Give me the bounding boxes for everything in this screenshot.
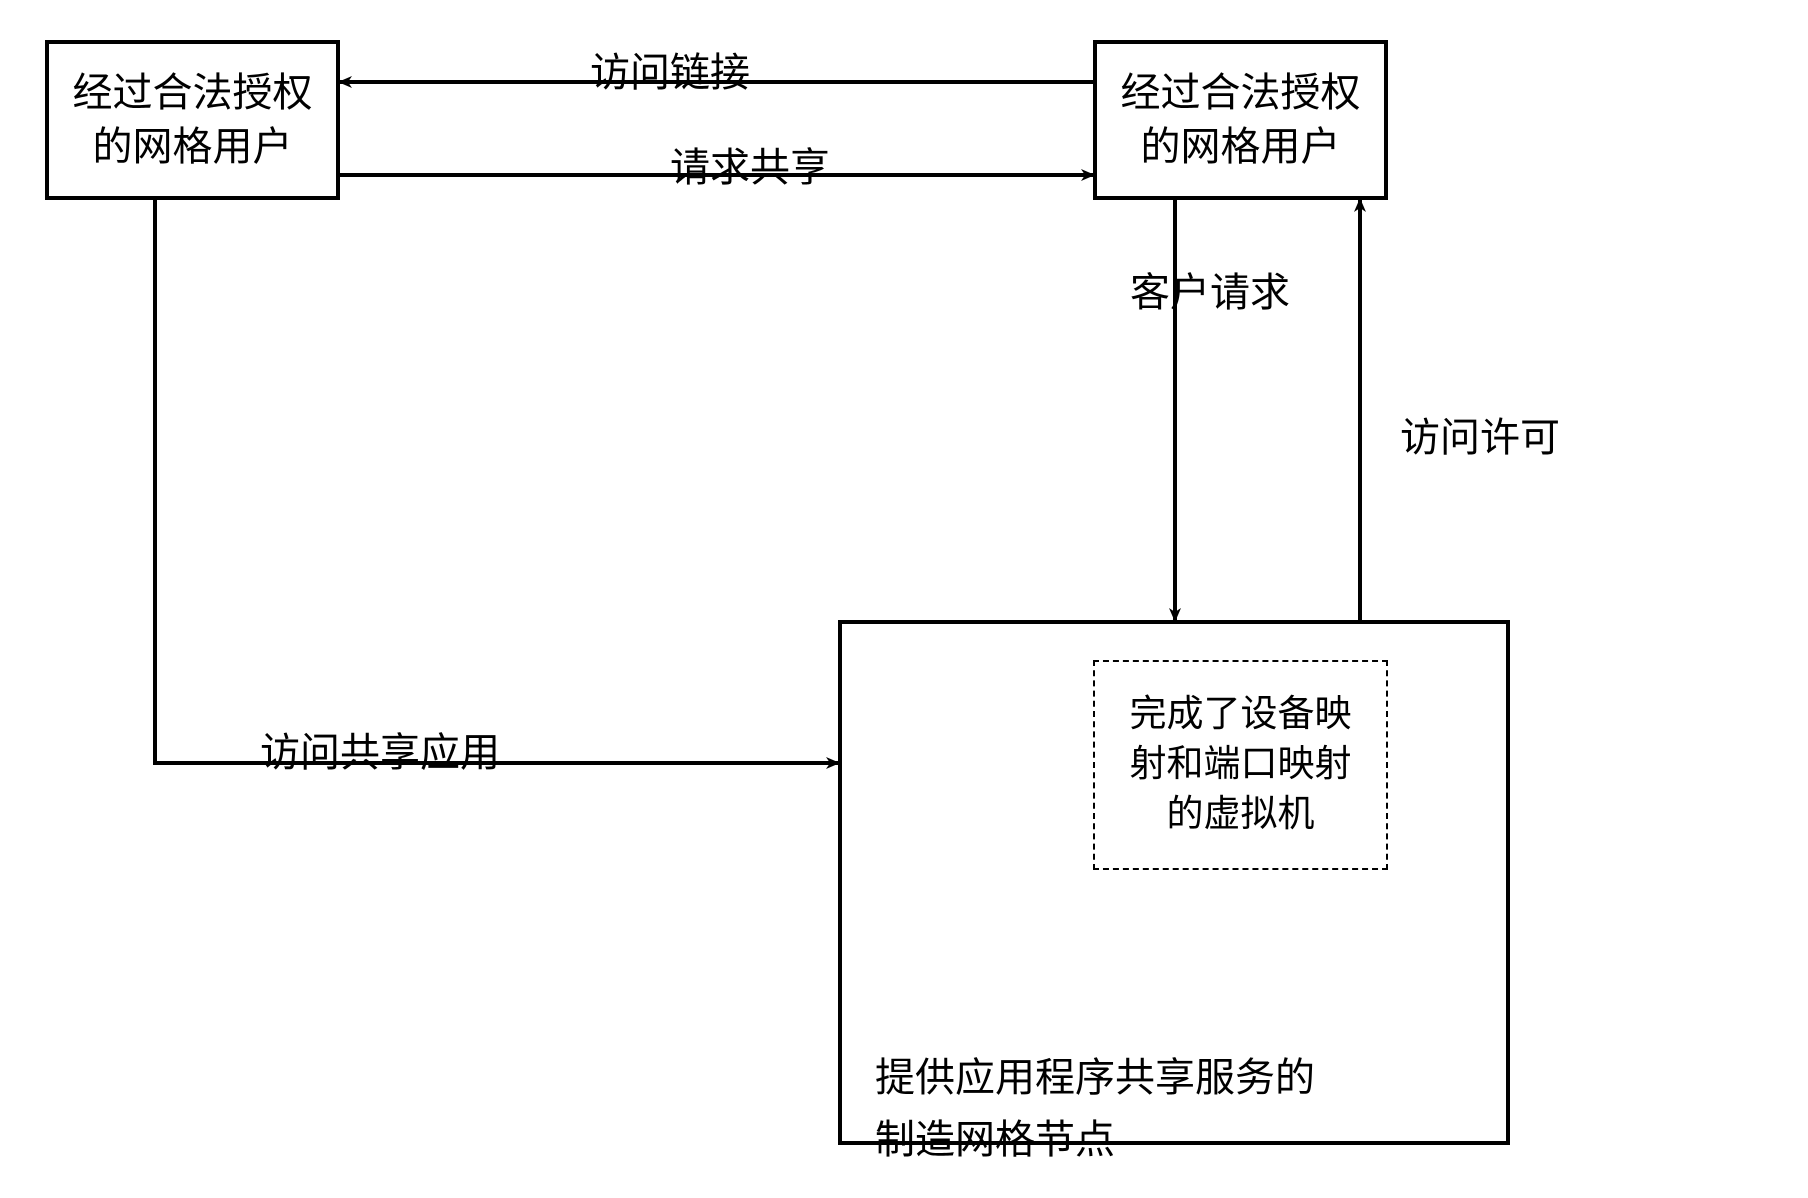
label-access-link: 访问链接 [590, 40, 750, 98]
node-user-right: 经过合法授权的网格用户 [1093, 40, 1388, 200]
diagram-canvas: 经过合法授权的网格用户 经过合法授权的网格用户 完成了设备映射和端口映射的虚拟机… [0, 0, 1808, 1198]
service-caption: 提供应用程序共享服务的制造网格节点 [875, 985, 1475, 1171]
node-user-left-label: 经过合法授权的网格用户 [73, 66, 313, 174]
label-access-shared-app: 访问共享应用 [260, 720, 500, 778]
node-vm-inner-label: 完成了设备映射和端口映射的虚拟机 [1130, 690, 1352, 840]
label-access-permit: 访问许可 [1400, 405, 1560, 463]
edge-access-shared-app [155, 200, 838, 763]
label-request-share: 请求共享 [670, 135, 830, 193]
label-client-request: 客户请求 [1130, 260, 1290, 318]
node-user-right-label: 经过合法授权的网格用户 [1121, 66, 1361, 174]
node-user-left: 经过合法授权的网格用户 [45, 40, 340, 200]
node-vm-inner: 完成了设备映射和端口映射的虚拟机 [1093, 660, 1388, 870]
